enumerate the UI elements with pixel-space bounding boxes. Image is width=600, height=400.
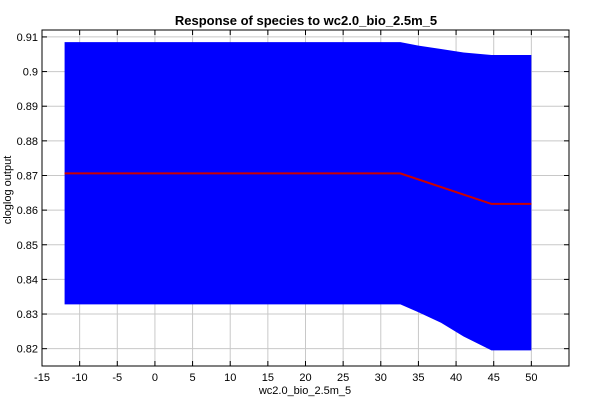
y-tick-label: 0.84	[17, 274, 38, 286]
y-tick-label: 0.83	[17, 309, 38, 321]
y-tick-label: 0.91	[17, 32, 38, 44]
y-tick-label: 0.89	[17, 101, 38, 113]
y-tick-label: 0.9	[23, 67, 38, 79]
x-tick-label: -5	[112, 372, 122, 384]
y-tick-label: 0.87	[17, 170, 38, 182]
x-tick-label: 15	[262, 372, 274, 384]
chart-title: Response of species to wc2.0_bio_2.5m_5	[175, 13, 437, 28]
y-tick-label: 0.82	[17, 344, 38, 356]
x-tick-label: -10	[72, 372, 88, 384]
x-tick-label: 40	[450, 372, 462, 384]
x-tick-label: 30	[375, 372, 387, 384]
tick-layer: -15 -10 -5 0 5 10 15 20 25 30 35 40 45 50 0.82 0.83 0.84…	[17, 30, 569, 384]
x-tick-label: 50	[525, 372, 537, 384]
x-tick-label: 45	[488, 372, 500, 384]
x-axis-label: wc2.0_bio_2.5m_5	[258, 385, 351, 397]
x-tick-label: 5	[190, 372, 196, 384]
data-layer	[64, 42, 532, 351]
x-tick-label: 25	[337, 372, 349, 384]
mean-response-line	[64, 172, 532, 205]
y-axis-label: cloglog output	[2, 156, 14, 225]
x-tick-label: -15	[34, 372, 50, 384]
x-tick-label: 35	[412, 372, 424, 384]
y-tick-label: 0.85	[17, 240, 38, 252]
y-tick-label: 0.86	[17, 205, 38, 217]
confidence-band	[64, 42, 532, 351]
y-tick-label: 0.88	[17, 136, 38, 148]
x-tick-label: 0	[152, 372, 158, 384]
x-tick-label: 20	[299, 372, 311, 384]
x-tick-label: 10	[224, 372, 236, 384]
